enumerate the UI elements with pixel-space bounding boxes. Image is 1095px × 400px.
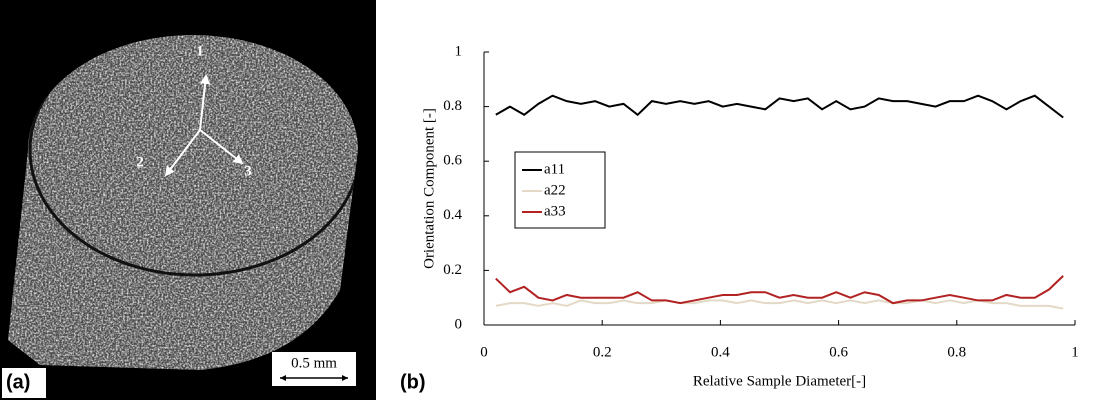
data-line xyxy=(495,94,1064,119)
x-axis-title: Relative Sample Diameter[-] xyxy=(693,373,866,389)
panel-label: (b) xyxy=(400,371,426,393)
x-tick-label: 1 xyxy=(1071,344,1079,360)
y-tick-label: 0.2 xyxy=(443,262,462,278)
x-tick-label: 0.2 xyxy=(593,344,612,360)
legend-label: a11 xyxy=(544,161,565,177)
y-tick-label: 0.8 xyxy=(443,98,462,114)
legend: a11 a22 a33 xyxy=(514,151,606,229)
x-tick-label: 0.6 xyxy=(829,344,848,360)
direction-label: 1 xyxy=(196,43,204,59)
panel-label-box xyxy=(2,368,46,398)
panel-label: (a) xyxy=(6,371,30,393)
panel-a: 1 2 3 0.5 mm (a) xyxy=(0,0,376,400)
y-tick-label: 0.6 xyxy=(443,153,462,169)
legend-label: a33 xyxy=(544,203,566,219)
data-line xyxy=(495,275,1064,305)
y-tick-label: 0.4 xyxy=(443,207,462,223)
legend-label: a22 xyxy=(544,182,566,198)
y-tick-label: 1 xyxy=(455,43,463,59)
y-axis-title: Orientation Component [-] xyxy=(421,108,437,269)
scale-bar-label: 0.5 mm xyxy=(291,355,337,371)
direction-arrows xyxy=(164,74,244,177)
chart: 0 0.2 0.4 0.6 0.8 1 0 0.2 0.4 0.6 0.8 1 Relative Sam… xyxy=(421,43,1078,389)
x-tick-label: 0.8 xyxy=(947,344,966,360)
x-tick-label: 0 xyxy=(480,344,488,360)
y-tick-label: 0 xyxy=(455,316,463,332)
data-line xyxy=(495,299,1064,310)
legend-box xyxy=(514,151,606,229)
sample-cylinder xyxy=(8,35,358,370)
x-tick-label: 0.4 xyxy=(711,344,730,360)
direction-label: 2 xyxy=(136,154,144,170)
direction-label: 3 xyxy=(244,163,252,179)
